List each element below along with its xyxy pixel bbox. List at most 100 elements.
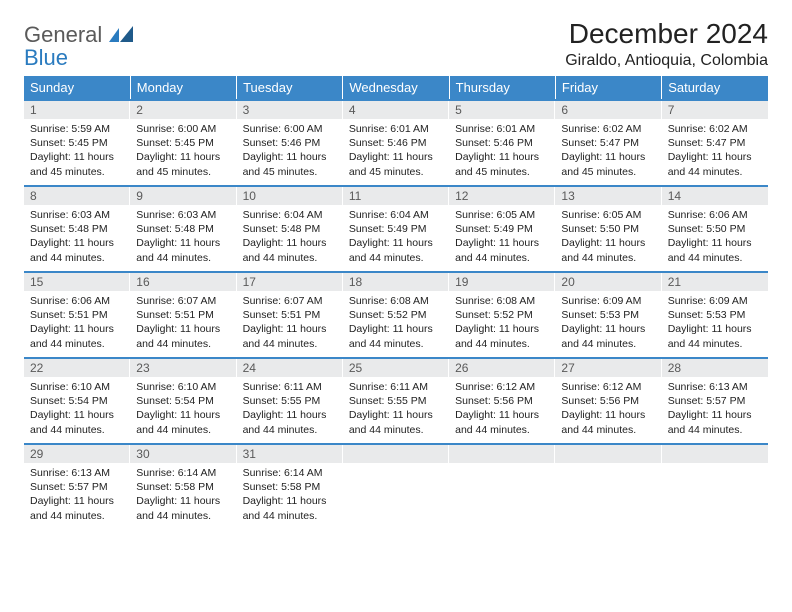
day-body: Sunrise: 6:07 AMSunset: 5:51 PMDaylight:… (130, 291, 236, 355)
day-body: Sunrise: 6:14 AMSunset: 5:58 PMDaylight:… (130, 463, 236, 527)
calendar-cell: 17Sunrise: 6:07 AMSunset: 5:51 PMDayligh… (237, 272, 343, 358)
day-body: Sunrise: 6:06 AMSunset: 5:51 PMDaylight:… (24, 291, 130, 355)
sunset-text: Sunset: 5:49 PM (455, 222, 549, 236)
calendar-cell: 31Sunrise: 6:14 AMSunset: 5:58 PMDayligh… (237, 444, 343, 530)
header: General Blue December 2024 Giraldo, Anti… (24, 18, 768, 70)
day-number: 12 (449, 187, 555, 205)
daylight-line1: Daylight: 11 hours (243, 236, 337, 250)
day-body: Sunrise: 6:09 AMSunset: 5:53 PMDaylight:… (662, 291, 768, 355)
calendar-cell: 14Sunrise: 6:06 AMSunset: 5:50 PMDayligh… (662, 186, 768, 272)
daylight-line1: Daylight: 11 hours (455, 236, 549, 250)
daylight-line2: and 44 minutes. (243, 251, 337, 265)
day-number: 16 (130, 273, 236, 291)
daylight-line2: and 44 minutes. (561, 423, 655, 437)
daylight-line1: Daylight: 11 hours (561, 322, 655, 336)
day-body: Sunrise: 6:04 AMSunset: 5:48 PMDaylight:… (237, 205, 343, 269)
day-number: 13 (555, 187, 661, 205)
daylight-line2: and 44 minutes. (30, 423, 124, 437)
sunset-text: Sunset: 5:47 PM (561, 136, 655, 150)
daylight-line1: Daylight: 11 hours (561, 236, 655, 250)
day-number: 27 (555, 359, 661, 377)
day-body: Sunrise: 6:01 AMSunset: 5:46 PMDaylight:… (449, 119, 555, 183)
day-number: 15 (24, 273, 130, 291)
sunrise-text: Sunrise: 6:08 AM (349, 294, 443, 308)
daylight-line1: Daylight: 11 hours (561, 150, 655, 164)
daylight-line2: and 45 minutes. (349, 165, 443, 179)
sunrise-text: Sunrise: 6:01 AM (455, 122, 549, 136)
daylight-line2: and 44 minutes. (30, 251, 124, 265)
sunrise-text: Sunrise: 6:05 AM (455, 208, 549, 222)
sunset-text: Sunset: 5:53 PM (668, 308, 762, 322)
daylight-line2: and 44 minutes. (455, 423, 549, 437)
sunrise-text: Sunrise: 6:14 AM (243, 466, 337, 480)
daylight-line2: and 44 minutes. (136, 251, 230, 265)
daylight-line1: Daylight: 11 hours (561, 408, 655, 422)
daylight-line1: Daylight: 11 hours (455, 408, 549, 422)
sunset-text: Sunset: 5:51 PM (30, 308, 124, 322)
calendar-cell: 15Sunrise: 6:06 AMSunset: 5:51 PMDayligh… (24, 272, 130, 358)
calendar-cell: 2Sunrise: 6:00 AMSunset: 5:45 PMDaylight… (130, 100, 236, 186)
location: Giraldo, Antioquia, Colombia (565, 52, 768, 70)
daylight-line1: Daylight: 11 hours (243, 408, 337, 422)
daylight-line1: Daylight: 11 hours (30, 236, 124, 250)
daylight-line1: Daylight: 11 hours (668, 236, 762, 250)
daylight-line2: and 44 minutes. (561, 337, 655, 351)
day-number: 9 (130, 187, 236, 205)
sunrise-text: Sunrise: 6:09 AM (668, 294, 762, 308)
logo-flag-icon (109, 29, 133, 46)
sunrise-text: Sunrise: 6:01 AM (349, 122, 443, 136)
sunrise-text: Sunrise: 6:06 AM (668, 208, 762, 222)
daylight-line1: Daylight: 11 hours (136, 150, 230, 164)
daylight-line1: Daylight: 11 hours (136, 408, 230, 422)
calendar-cell: 20Sunrise: 6:09 AMSunset: 5:53 PMDayligh… (555, 272, 661, 358)
calendar-cell: 23Sunrise: 6:10 AMSunset: 5:54 PMDayligh… (130, 358, 236, 444)
sunset-text: Sunset: 5:45 PM (30, 136, 124, 150)
sunrise-text: Sunrise: 6:06 AM (30, 294, 124, 308)
daylight-line2: and 45 minutes. (30, 165, 124, 179)
day-number: 20 (555, 273, 661, 291)
calendar-cell: 25Sunrise: 6:11 AMSunset: 5:55 PMDayligh… (343, 358, 449, 444)
day-body: Sunrise: 5:59 AMSunset: 5:45 PMDaylight:… (24, 119, 130, 183)
daylight-line1: Daylight: 11 hours (30, 408, 124, 422)
daylight-line1: Daylight: 11 hours (668, 322, 762, 336)
day-number: 2 (130, 101, 236, 119)
day-number: 30 (130, 445, 236, 463)
calendar-cell: 4Sunrise: 6:01 AMSunset: 5:46 PMDaylight… (343, 100, 449, 186)
calendar-head: Sunday Monday Tuesday Wednesday Thursday… (24, 76, 768, 100)
day-body: Sunrise: 6:12 AMSunset: 5:56 PMDaylight:… (449, 377, 555, 441)
sunrise-text: Sunrise: 6:08 AM (455, 294, 549, 308)
daylight-line2: and 44 minutes. (243, 423, 337, 437)
sunrise-text: Sunrise: 6:14 AM (136, 466, 230, 480)
daylight-line1: Daylight: 11 hours (136, 494, 230, 508)
sunrise-text: Sunrise: 6:04 AM (243, 208, 337, 222)
daylight-line2: and 44 minutes. (30, 337, 124, 351)
sunset-text: Sunset: 5:46 PM (243, 136, 337, 150)
sunset-text: Sunset: 5:45 PM (136, 136, 230, 150)
sunset-text: Sunset: 5:54 PM (30, 394, 124, 408)
daylight-line2: and 44 minutes. (668, 423, 762, 437)
calendar-cell: 11Sunrise: 6:04 AMSunset: 5:49 PMDayligh… (343, 186, 449, 272)
sunrise-text: Sunrise: 6:09 AM (561, 294, 655, 308)
calendar-cell: 18Sunrise: 6:08 AMSunset: 5:52 PMDayligh… (343, 272, 449, 358)
sunrise-text: Sunrise: 6:03 AM (136, 208, 230, 222)
col-monday: Monday (130, 76, 236, 100)
calendar-cell: 3Sunrise: 6:00 AMSunset: 5:46 PMDaylight… (237, 100, 343, 186)
daylight-line1: Daylight: 11 hours (455, 322, 549, 336)
calendar-cell: 28Sunrise: 6:13 AMSunset: 5:57 PMDayligh… (662, 358, 768, 444)
sunset-text: Sunset: 5:56 PM (561, 394, 655, 408)
daylight-line2: and 44 minutes. (349, 251, 443, 265)
daylight-line1: Daylight: 11 hours (668, 408, 762, 422)
day-body: Sunrise: 6:02 AMSunset: 5:47 PMDaylight:… (555, 119, 661, 183)
day-number: 21 (662, 273, 768, 291)
day-number: 1 (24, 101, 130, 119)
daylight-line2: and 44 minutes. (136, 509, 230, 523)
calendar-cell: 16Sunrise: 6:07 AMSunset: 5:51 PMDayligh… (130, 272, 236, 358)
calendar-cell: 13Sunrise: 6:05 AMSunset: 5:50 PMDayligh… (555, 186, 661, 272)
sunset-text: Sunset: 5:55 PM (349, 394, 443, 408)
daylight-line2: and 44 minutes. (349, 423, 443, 437)
sunrise-text: Sunrise: 6:13 AM (30, 466, 124, 480)
sunset-text: Sunset: 5:57 PM (30, 480, 124, 494)
col-thursday: Thursday (449, 76, 555, 100)
sunset-text: Sunset: 5:47 PM (668, 136, 762, 150)
calendar-cell: 29Sunrise: 6:13 AMSunset: 5:57 PMDayligh… (24, 444, 130, 530)
